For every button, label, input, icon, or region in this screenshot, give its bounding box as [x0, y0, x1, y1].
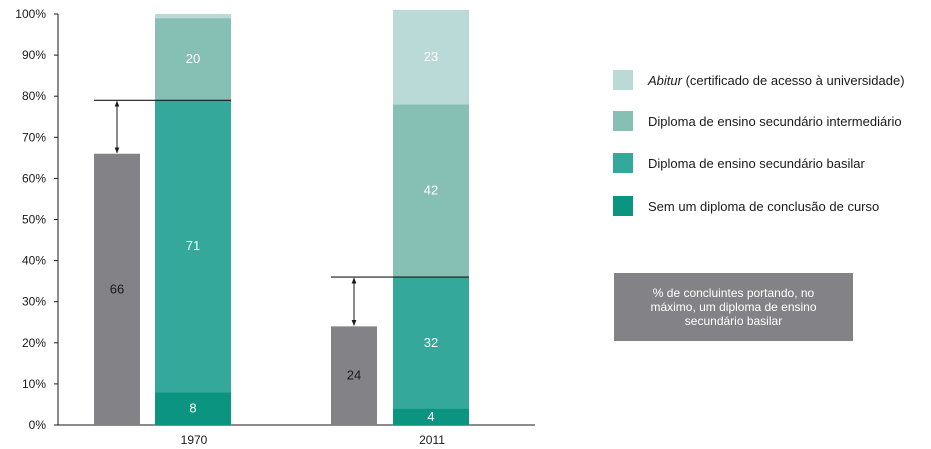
- stacked-bar-segment: [393, 277, 469, 409]
- y-tick-label: 50%: [22, 213, 46, 227]
- legend-label: Diploma de ensino secundário basilar: [648, 155, 865, 171]
- legend-item-intermediario: Diploma de ensino secundário intermediár…: [613, 111, 902, 131]
- legend-swatch-sem-diploma: [613, 196, 633, 216]
- stacked-bar-segment: [393, 9, 469, 105]
- segment-value-label: 4: [427, 409, 434, 424]
- y-tick-label: 30%: [22, 295, 46, 309]
- y-tick-label: 10%: [22, 377, 46, 391]
- y-tick-label: 0%: [29, 418, 47, 432]
- legend-label: Sem um diploma de conclusão de curso: [648, 198, 880, 214]
- segment-value-label: 71: [186, 238, 200, 253]
- y-tick-label: 90%: [22, 48, 46, 62]
- legend-item-basilar: Diploma de ensino secundário basilar: [613, 153, 865, 173]
- segment-value-label: 23: [424, 49, 438, 64]
- y-tick-label: 20%: [22, 336, 46, 350]
- legend-item-abitur: Abitur (certificado de acesso à universi…: [613, 70, 905, 90]
- segment-value-label: 8: [189, 401, 196, 416]
- note-box: % de concluintes portando, no máximo, um…: [614, 273, 853, 341]
- legend-label: Abitur (certificado de acesso à universi…: [648, 72, 905, 88]
- y-tick-label: 80%: [22, 89, 46, 103]
- x-tick-label: 1970: [181, 433, 208, 447]
- legend-swatch-intermediario: [613, 111, 633, 131]
- segment-value-label: 32: [424, 335, 438, 350]
- y-tick-label: 70%: [22, 130, 46, 144]
- legend-swatch-basilar: [613, 153, 633, 173]
- stacked-bar-segment: [155, 18, 231, 101]
- y-tick-label: 40%: [22, 254, 46, 268]
- legend-label: Diploma de ensino secundário intermediár…: [648, 113, 902, 129]
- reference-bar: [331, 326, 377, 425]
- legend-swatch-abitur: [613, 70, 633, 90]
- stacked-bar-segment: [393, 408, 469, 425]
- segment-value-label: 42: [424, 183, 438, 198]
- reference-bar-label: 24: [347, 368, 361, 383]
- reference-bar: [94, 153, 140, 426]
- stacked-bar-segment: [155, 392, 231, 425]
- stacked-bar-segment: [155, 14, 231, 19]
- y-tick-label: 60%: [22, 171, 46, 185]
- x-tick-label: 2011: [419, 433, 445, 447]
- stacked-bar-segment: [393, 104, 469, 278]
- stacked-bar-segment: [155, 100, 231, 393]
- legend-item-sem-diploma: Sem um diploma de conclusão de curso: [613, 196, 879, 216]
- segment-value-label: 20: [186, 51, 200, 66]
- reference-bar-label: 66: [110, 281, 124, 296]
- y-tick-label: 100%: [15, 7, 46, 21]
